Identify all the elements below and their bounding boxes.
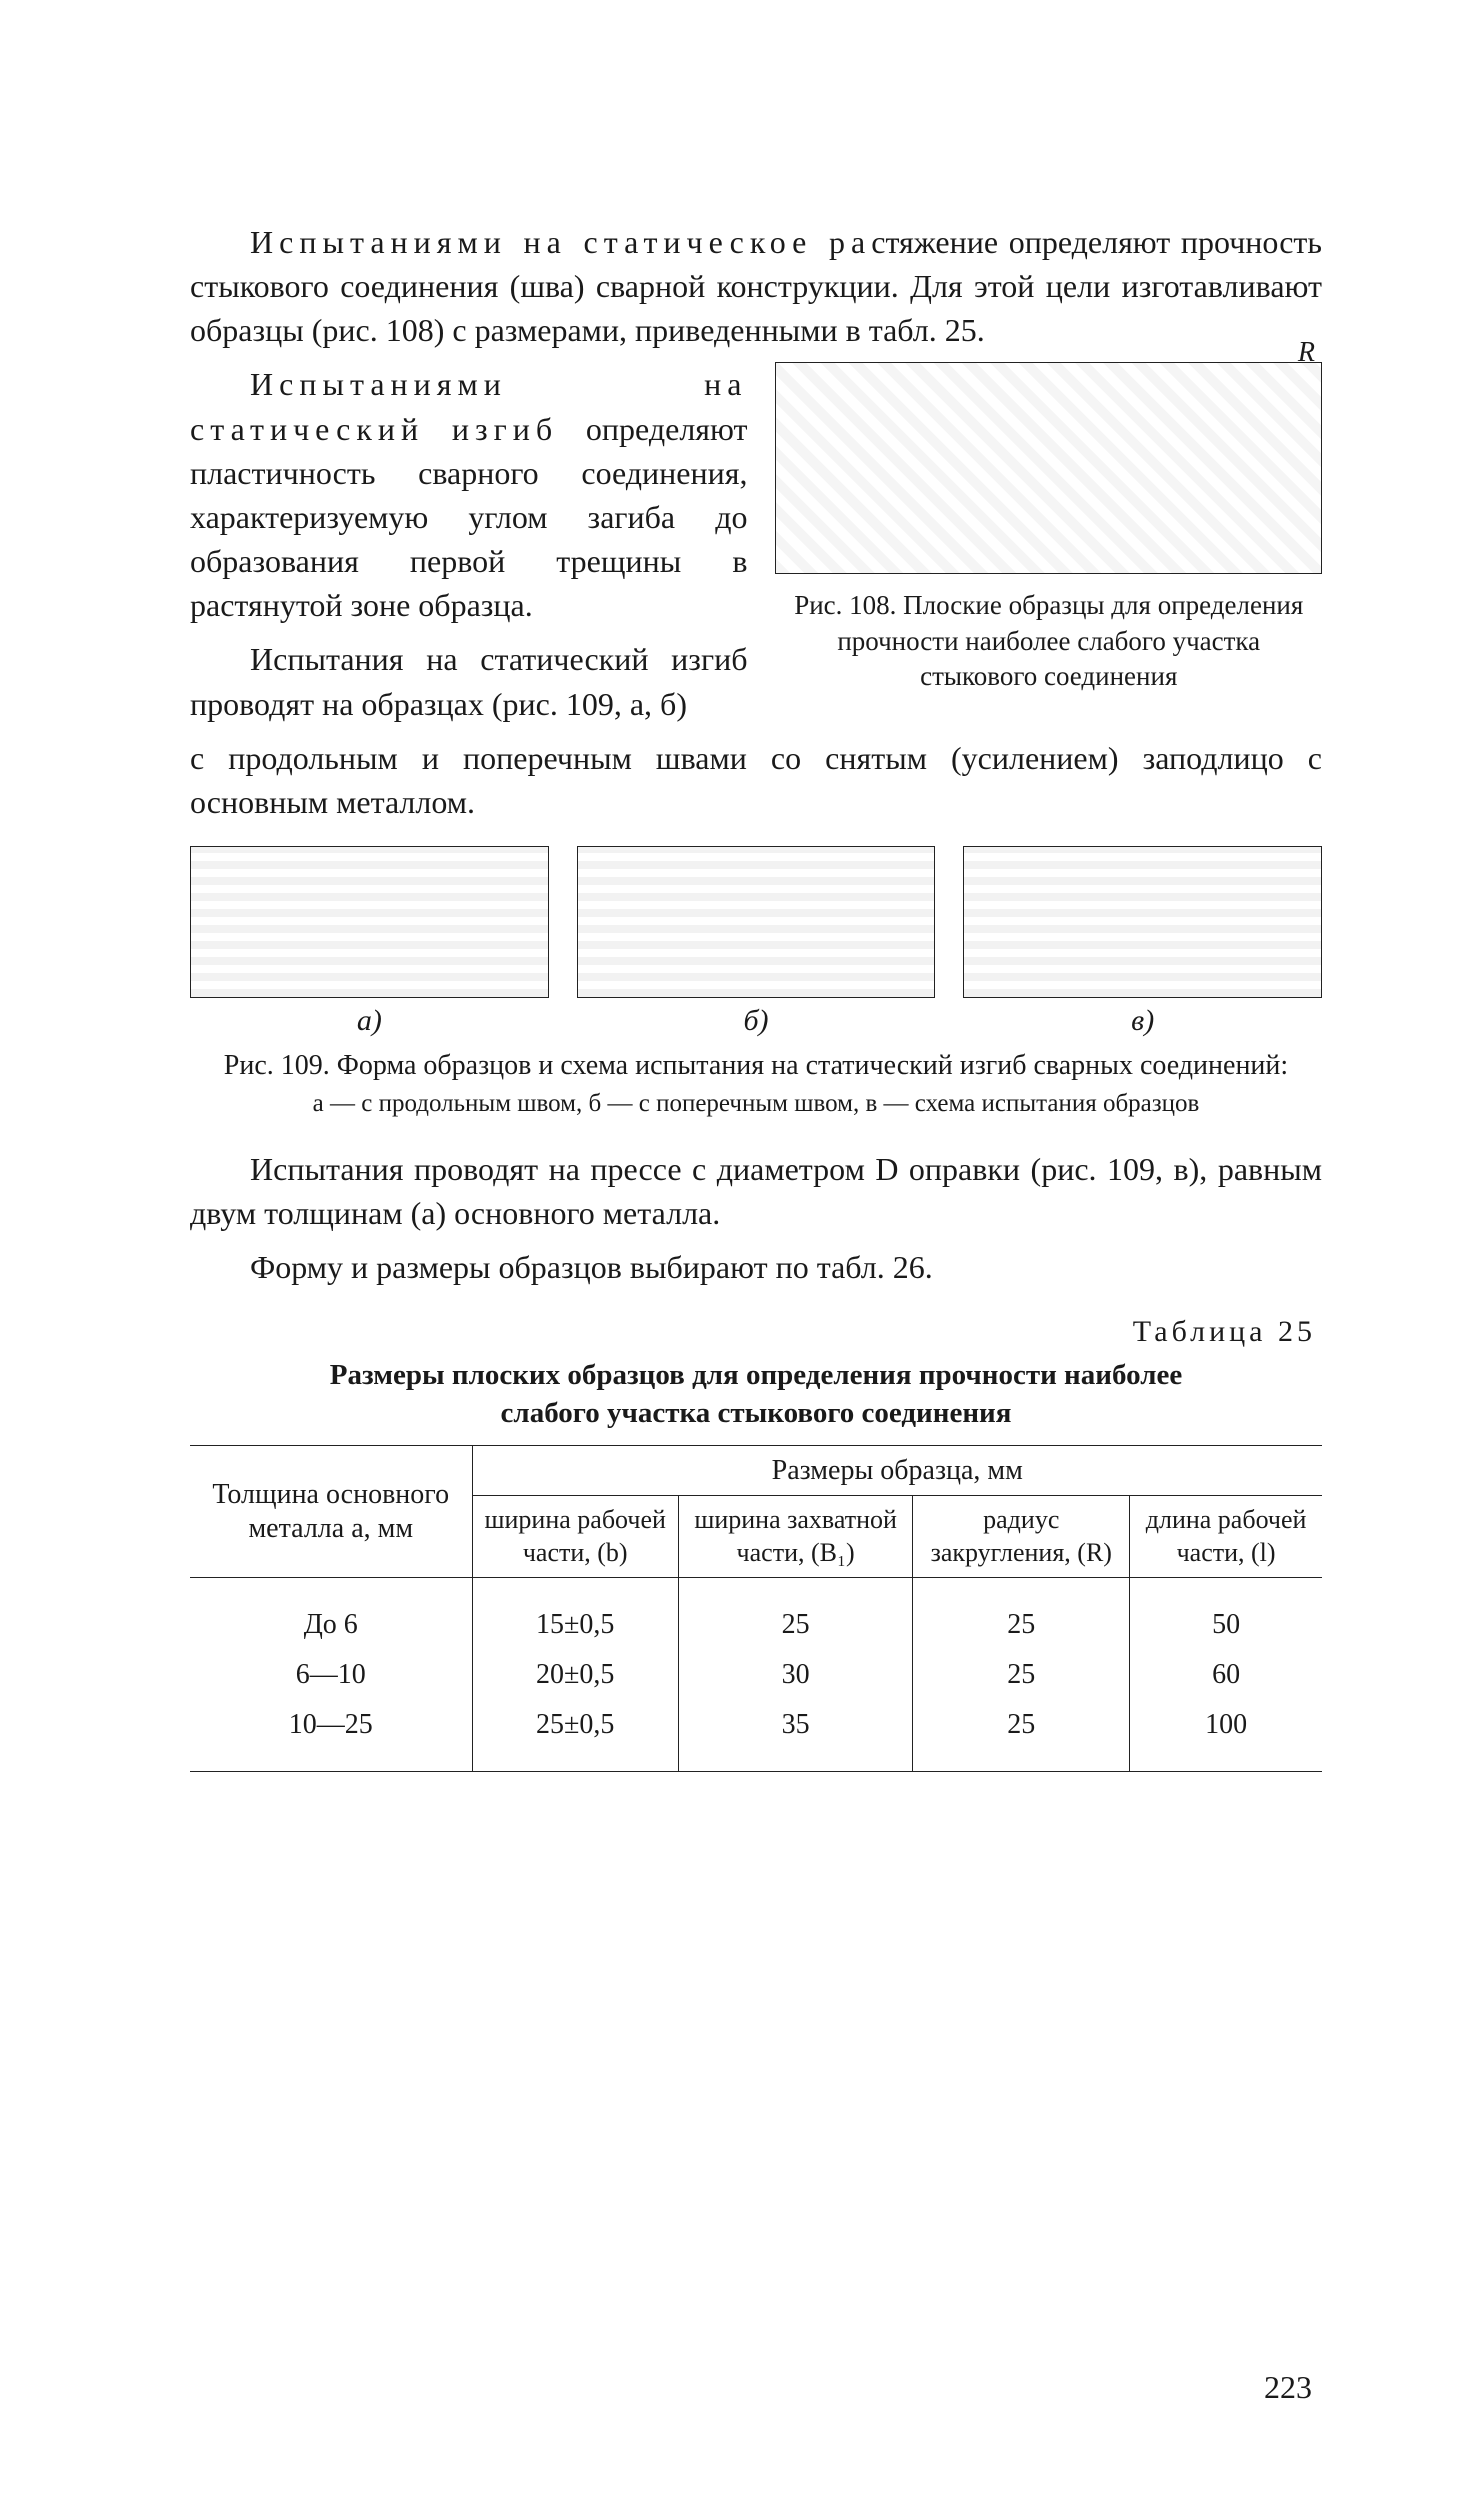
table25: Толщина основного металла a, мм Размеры … bbox=[190, 1445, 1322, 1772]
fig109-box-v bbox=[963, 846, 1322, 998]
fig109-panels: а) б) в) bbox=[190, 846, 1322, 1038]
cell-a: 10—25 bbox=[190, 1700, 472, 1772]
table25-col-l: длина рабочей части, (l) bbox=[1130, 1496, 1322, 1578]
p1-spaced: Испытаниями на статическое ра bbox=[250, 224, 871, 260]
cell-a: 6—10 bbox=[190, 1650, 472, 1700]
fig108-textwrap: Испытаниями на статический изгиб определ… bbox=[190, 362, 1322, 735]
fig109-block: а) б) в) Рис. 109. Форма образцов и схем… bbox=[190, 846, 1322, 1121]
table25-title: Размеры плоских образцов для определения… bbox=[306, 1357, 1206, 1432]
table25-col-R: радиус закругления, (R) bbox=[913, 1496, 1130, 1578]
cell-b: 15±0,5 bbox=[472, 1578, 678, 1650]
cell-B1: 30 bbox=[678, 1650, 912, 1700]
table25-col-B1: ширина захватной части, (B₁) bbox=[678, 1496, 912, 1578]
paragraph-2: Испытаниями на статический изгиб определ… bbox=[190, 362, 747, 627]
fig108-placeholder: R bbox=[775, 362, 1322, 574]
cell-b: 25±0,5 bbox=[472, 1700, 678, 1772]
paragraph-6: Форму и размеры образцов выбирают по таб… bbox=[190, 1245, 1322, 1289]
fig109-panel-v: в) bbox=[963, 846, 1322, 1038]
paragraph-1: Испытаниями на статическое растяжение оп… bbox=[190, 220, 1322, 352]
cell-l: 100 bbox=[1130, 1700, 1322, 1772]
fig109-label-a: а) bbox=[190, 1004, 549, 1038]
table25-col-b: ширина рабочей части, (b) bbox=[472, 1496, 678, 1578]
cell-a: До 6 bbox=[190, 1578, 472, 1650]
fig109-label-b: б) bbox=[577, 1004, 936, 1038]
page-number: 223 bbox=[1264, 2369, 1312, 2406]
table25-label: Таблица 25 bbox=[190, 1315, 1316, 1349]
fig108-block: R Рис. 108. Плоские образцы для определе… bbox=[775, 362, 1322, 693]
page: Испытаниями на статическое растяжение оп… bbox=[0, 0, 1472, 2496]
paragraph-4: с продольным и поперечным швами со сняты… bbox=[190, 736, 1322, 824]
cell-R: 25 bbox=[913, 1650, 1130, 1700]
paragraph-3: Испытания на статический изгиб проводят … bbox=[190, 637, 747, 725]
fig109-panel-b: б) bbox=[577, 846, 936, 1038]
table25-col-a: Толщина основного металла a, мм bbox=[190, 1445, 472, 1578]
paragraph-5: Испытания проводят на прессе с диаметром… bbox=[190, 1147, 1322, 1235]
table25-head: Толщина основного металла a, мм Размеры … bbox=[190, 1445, 1322, 1578]
cell-R: 25 bbox=[913, 1578, 1130, 1650]
fig109-label-v: в) bbox=[963, 1004, 1322, 1038]
cell-b: 20±0,5 bbox=[472, 1650, 678, 1700]
table25-col-group: Размеры образца, мм bbox=[472, 1445, 1322, 1496]
fig109-panel-a: а) bbox=[190, 846, 549, 1038]
fig109-subcaption: а — с продольным швом, б — с поперечным … bbox=[190, 1088, 1322, 1121]
table25-body: До 6 15±0,5 25 25 50 6—10 20±0,5 30 25 6… bbox=[190, 1578, 1322, 1772]
table25-group-row: Толщина основного металла a, мм Размеры … bbox=[190, 1445, 1322, 1496]
fig108-badge: R bbox=[1298, 337, 1315, 369]
textwrap-left: Испытаниями на статический изгиб определ… bbox=[190, 362, 747, 735]
cell-B1: 35 bbox=[678, 1700, 912, 1772]
table-row: До 6 15±0,5 25 25 50 bbox=[190, 1578, 1322, 1650]
cell-l: 50 bbox=[1130, 1578, 1322, 1650]
cell-R: 25 bbox=[913, 1700, 1130, 1772]
cell-B1: 25 bbox=[678, 1578, 912, 1650]
fig109-box-b bbox=[577, 846, 936, 998]
fig109-caption: Рис. 109. Форма образцов и схема испытан… bbox=[190, 1048, 1322, 1084]
table-row: 10—25 25±0,5 35 25 100 bbox=[190, 1700, 1322, 1772]
fig109-box-a bbox=[190, 846, 549, 998]
cell-l: 60 bbox=[1130, 1650, 1322, 1700]
table-row: 6—10 20±0,5 30 25 60 bbox=[190, 1650, 1322, 1700]
fig108-caption: Рис. 108. Плоские образцы для определени… bbox=[775, 588, 1322, 693]
